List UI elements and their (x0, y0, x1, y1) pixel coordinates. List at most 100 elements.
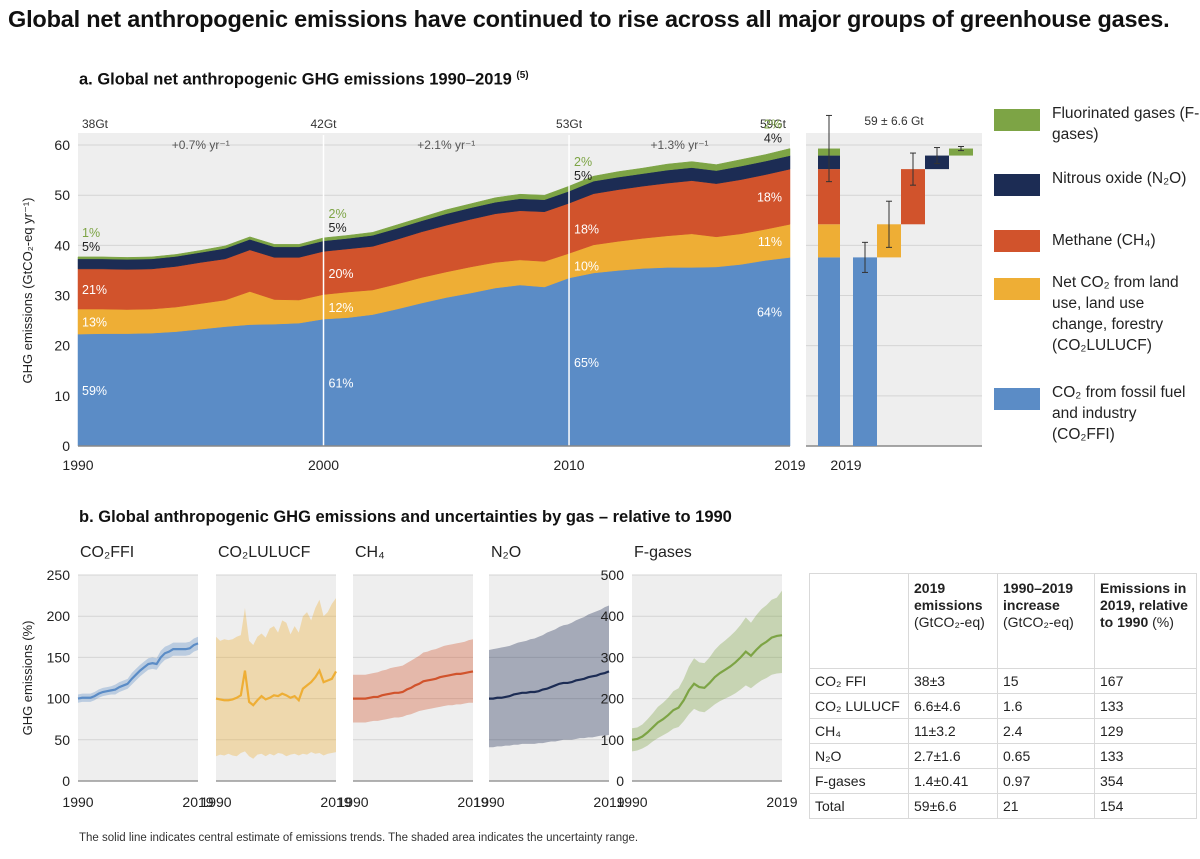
y-tick-label-a: 10 (54, 388, 70, 404)
table-cell: 2.4 (997, 718, 1095, 744)
share-label-n2o: 5% (82, 240, 100, 254)
x-tick-label-a: 1990 (62, 457, 93, 473)
legend-swatch-lulucf (994, 278, 1040, 300)
plot-area-ch4 (353, 575, 473, 781)
panel-name-fgas: F-gases (634, 544, 692, 561)
share-label-lulucf: 11% (758, 235, 782, 249)
table-cell: 2.7±1.6 (908, 743, 998, 769)
y-tick-label-ffi: 100 (47, 691, 71, 707)
y-tick-label-a: 50 (54, 187, 70, 203)
table-cell: 354 (1094, 768, 1197, 794)
y-axis-label-b: GHG emissions (%) (20, 621, 35, 736)
waterfall-bar-ffi (853, 257, 877, 446)
table-header-cell (809, 573, 909, 669)
x-tick-label-b: 1990 (200, 794, 231, 810)
y-tick-label-a: 60 (54, 137, 70, 153)
y-tick-label-a: 20 (54, 338, 70, 354)
share-label-fgas: 1% (82, 226, 100, 240)
x-tick-label-b: 2019 (182, 794, 213, 810)
x-tick-label-b: 2019 (593, 794, 624, 810)
x-tick-label-a: 2010 (553, 457, 584, 473)
table-row: Total 59±6.6 21 154 (809, 793, 1197, 819)
share-label-fgas: 2% (574, 155, 592, 169)
trend-line-lulucf (215, 668, 337, 707)
share-label-n2o: 5% (574, 169, 592, 183)
table-header-cell: 1990–2019 increase (GtCO₂-eq) (997, 573, 1095, 669)
y-tick-label-fgas: 0 (616, 773, 624, 789)
plot-area-ffi (78, 575, 198, 781)
waterfall-title: 59 ± 6.6 Gt (864, 114, 924, 128)
table-cell: 59±6.6 (908, 793, 998, 819)
uncertainty-band-lulucf (216, 598, 336, 759)
legend-label-fgas: Fluorinated gases (F-gases) (1052, 105, 1200, 143)
panel-name-ch4: CH₄ (355, 544, 385, 561)
table-row: CO₂ FFI 38±3 15 167 (809, 668, 1197, 694)
growth-rate-label: +1.3% yr⁻¹ (651, 138, 709, 152)
total-bar-segment-lulucf (818, 224, 840, 258)
plot-area-fgas (632, 575, 782, 781)
share-label-ffi: 61% (329, 377, 354, 391)
y-tick-label-ffi: 50 (54, 732, 70, 748)
table-cell: CO₂ FFI (809, 668, 909, 694)
trend-line-ch4 (353, 670, 474, 700)
share-label-ffi: 59% (82, 384, 107, 398)
share-label-ch4: 20% (329, 267, 354, 281)
x-tick-label-b: 1990 (337, 794, 368, 810)
waterfall-x-label: 2019 (830, 457, 861, 473)
share-label-fgas: 2% (329, 207, 347, 221)
table-cell: 167 (1094, 668, 1197, 694)
share-label-ffi: 65% (574, 356, 599, 370)
table-header-label: 1990–2019 increase (1003, 580, 1074, 613)
y-tick-label-fgas: 400 (601, 608, 625, 624)
trend-line-fgas (631, 634, 783, 741)
table-header-cell: 2019 emissions (GtCO₂-eq) (908, 573, 998, 669)
table-header-label: Emissions in 2019, relative to 1990 (1100, 580, 1188, 630)
x-tick-label-b: 2019 (457, 794, 488, 810)
legend-swatch-ch4 (994, 230, 1040, 252)
share-label-lulucf: 12% (329, 301, 354, 315)
table-header-cell: Emissions in 2019, relative to 1990 (%) (1094, 573, 1197, 669)
y-tick-label-a: 40 (54, 237, 70, 253)
table-row: N₂O 2.7±1.6 0.65 133 (809, 743, 1197, 769)
legend-swatch-ffi (994, 388, 1040, 410)
uncertainty-band-n2o (489, 605, 609, 748)
table-cell: 11±3.2 (908, 718, 998, 744)
panel-name-n2o: N₂O (491, 544, 521, 561)
panel-a-title-text: a. Global net anthropogenic GHG emission… (79, 70, 512, 89)
table-cell: 0.65 (997, 743, 1095, 769)
y-axis-label-a: GHG emissions (GtCO₂-eq yr⁻¹) (20, 198, 35, 384)
x-tick-label-b: 2019 (766, 794, 797, 810)
y-tick-label-ffi: 150 (47, 649, 71, 665)
trend-line-n2o (489, 670, 610, 700)
legend-swatch-fgas (994, 109, 1040, 131)
growth-rate-label: +2.1% yr⁻¹ (417, 138, 475, 152)
share-label-ch4: 21% (82, 283, 107, 297)
legend-label-lulucf: Net CO₂ from land use, land use change, … (1052, 274, 1179, 354)
x-tick-label-b: 2019 (320, 794, 351, 810)
share-label-lulucf: 13% (82, 316, 107, 330)
table-header-label: 2019 emissions (914, 580, 983, 613)
table-cell: 15 (997, 668, 1095, 694)
uncertainty-band-fgas (632, 590, 782, 752)
share-label-n2o: 4% (764, 132, 782, 146)
table-cell: 0.97 (997, 768, 1095, 794)
table-cell: 154 (1094, 793, 1197, 819)
legend-label-n2o: Nitrous oxide (N₂O) (1052, 170, 1187, 187)
table-header-row: 2019 emissions (GtCO₂-eq) 1990–2019 incre… (809, 573, 1197, 669)
table-cell: CH₄ (809, 718, 909, 744)
legend-swatch-n2o (994, 174, 1040, 196)
y-tick-label-ffi: 0 (62, 773, 70, 789)
x-tick-label-b: 1990 (473, 794, 504, 810)
table-cell: F-gases (809, 768, 909, 794)
legend-label-ffi: CO₂ from fossil fuel and industry (CO₂FF… (1052, 384, 1186, 443)
share-label-fgas: 2% (764, 118, 782, 132)
panel-b-title: b. Global anthropogenic GHG emissions an… (79, 508, 732, 526)
table-cell: Total (809, 793, 909, 819)
table-row: CH₄ 11±3.2 2.4 129 (809, 718, 1197, 744)
panel-name-ffi: CO₂FFI (80, 544, 134, 561)
x-tick-label-b: 1990 (62, 794, 93, 810)
table-header-unit: (GtCO₂-eq) (914, 614, 985, 630)
share-label-lulucf: 10% (574, 260, 599, 274)
table-cell: 133 (1094, 693, 1197, 719)
